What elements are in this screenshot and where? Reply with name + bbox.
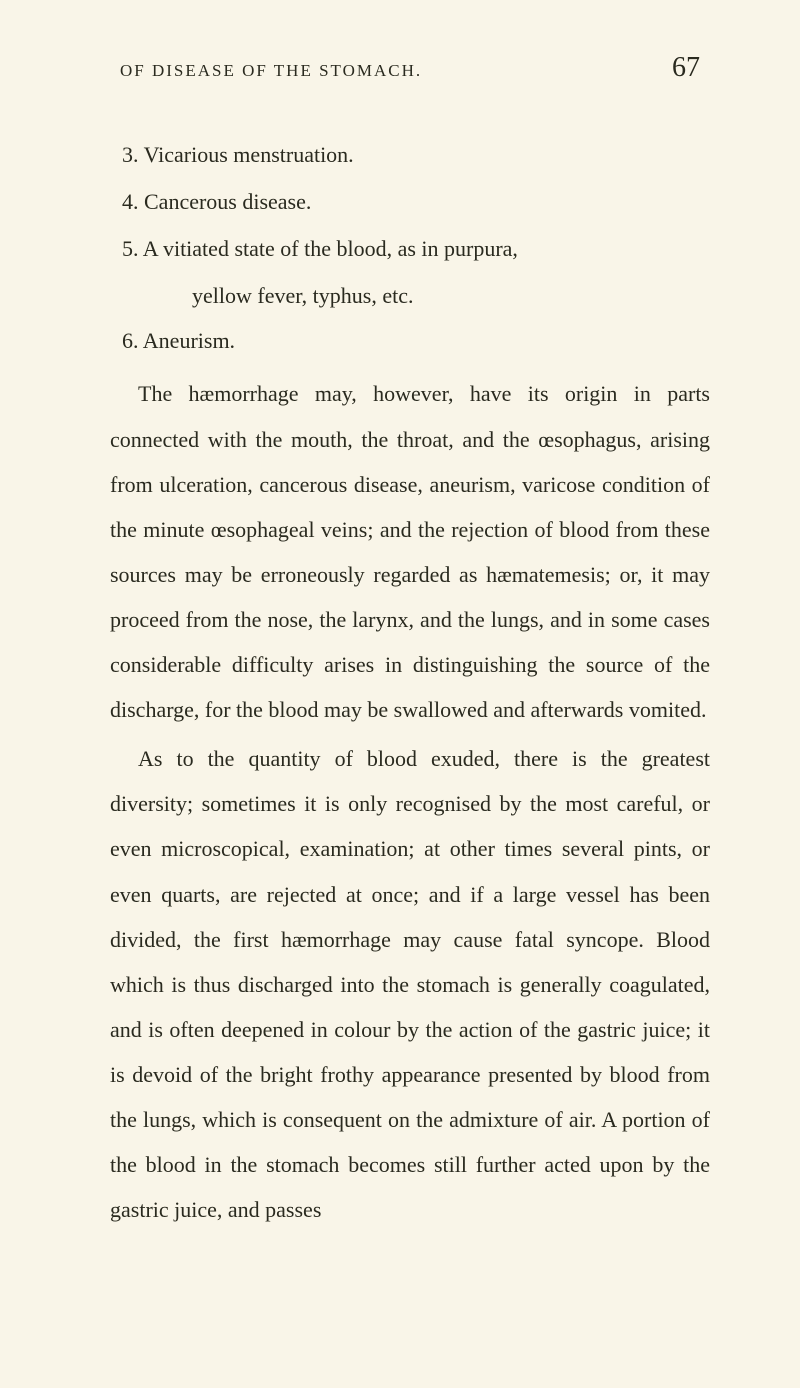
list-item-3: 3. Vicarious menstruation. xyxy=(122,132,710,177)
page-header: OF DISEASE OF THE STOMACH. 67 xyxy=(110,52,710,84)
list-item-4: 4. Cancerous disease. xyxy=(122,179,710,224)
paragraph-2: As to the quantity of blood exuded, ther… xyxy=(110,736,710,1232)
numbered-list: 3. Vicarious menstruation. 4. Cancerous … xyxy=(110,132,710,363)
list-item-5-line1: 5. A vitiated state of the blood, as in … xyxy=(122,226,710,271)
list-item-5-line2: yellow fever, typhus, etc. xyxy=(122,273,710,318)
paragraph-1: The hæmorrhage may, however, have its or… xyxy=(110,371,710,732)
list-item-6: 6. Aneurism. xyxy=(122,318,710,363)
running-title: OF DISEASE OF THE STOMACH. xyxy=(120,61,422,81)
page-number: 67 xyxy=(672,52,700,84)
